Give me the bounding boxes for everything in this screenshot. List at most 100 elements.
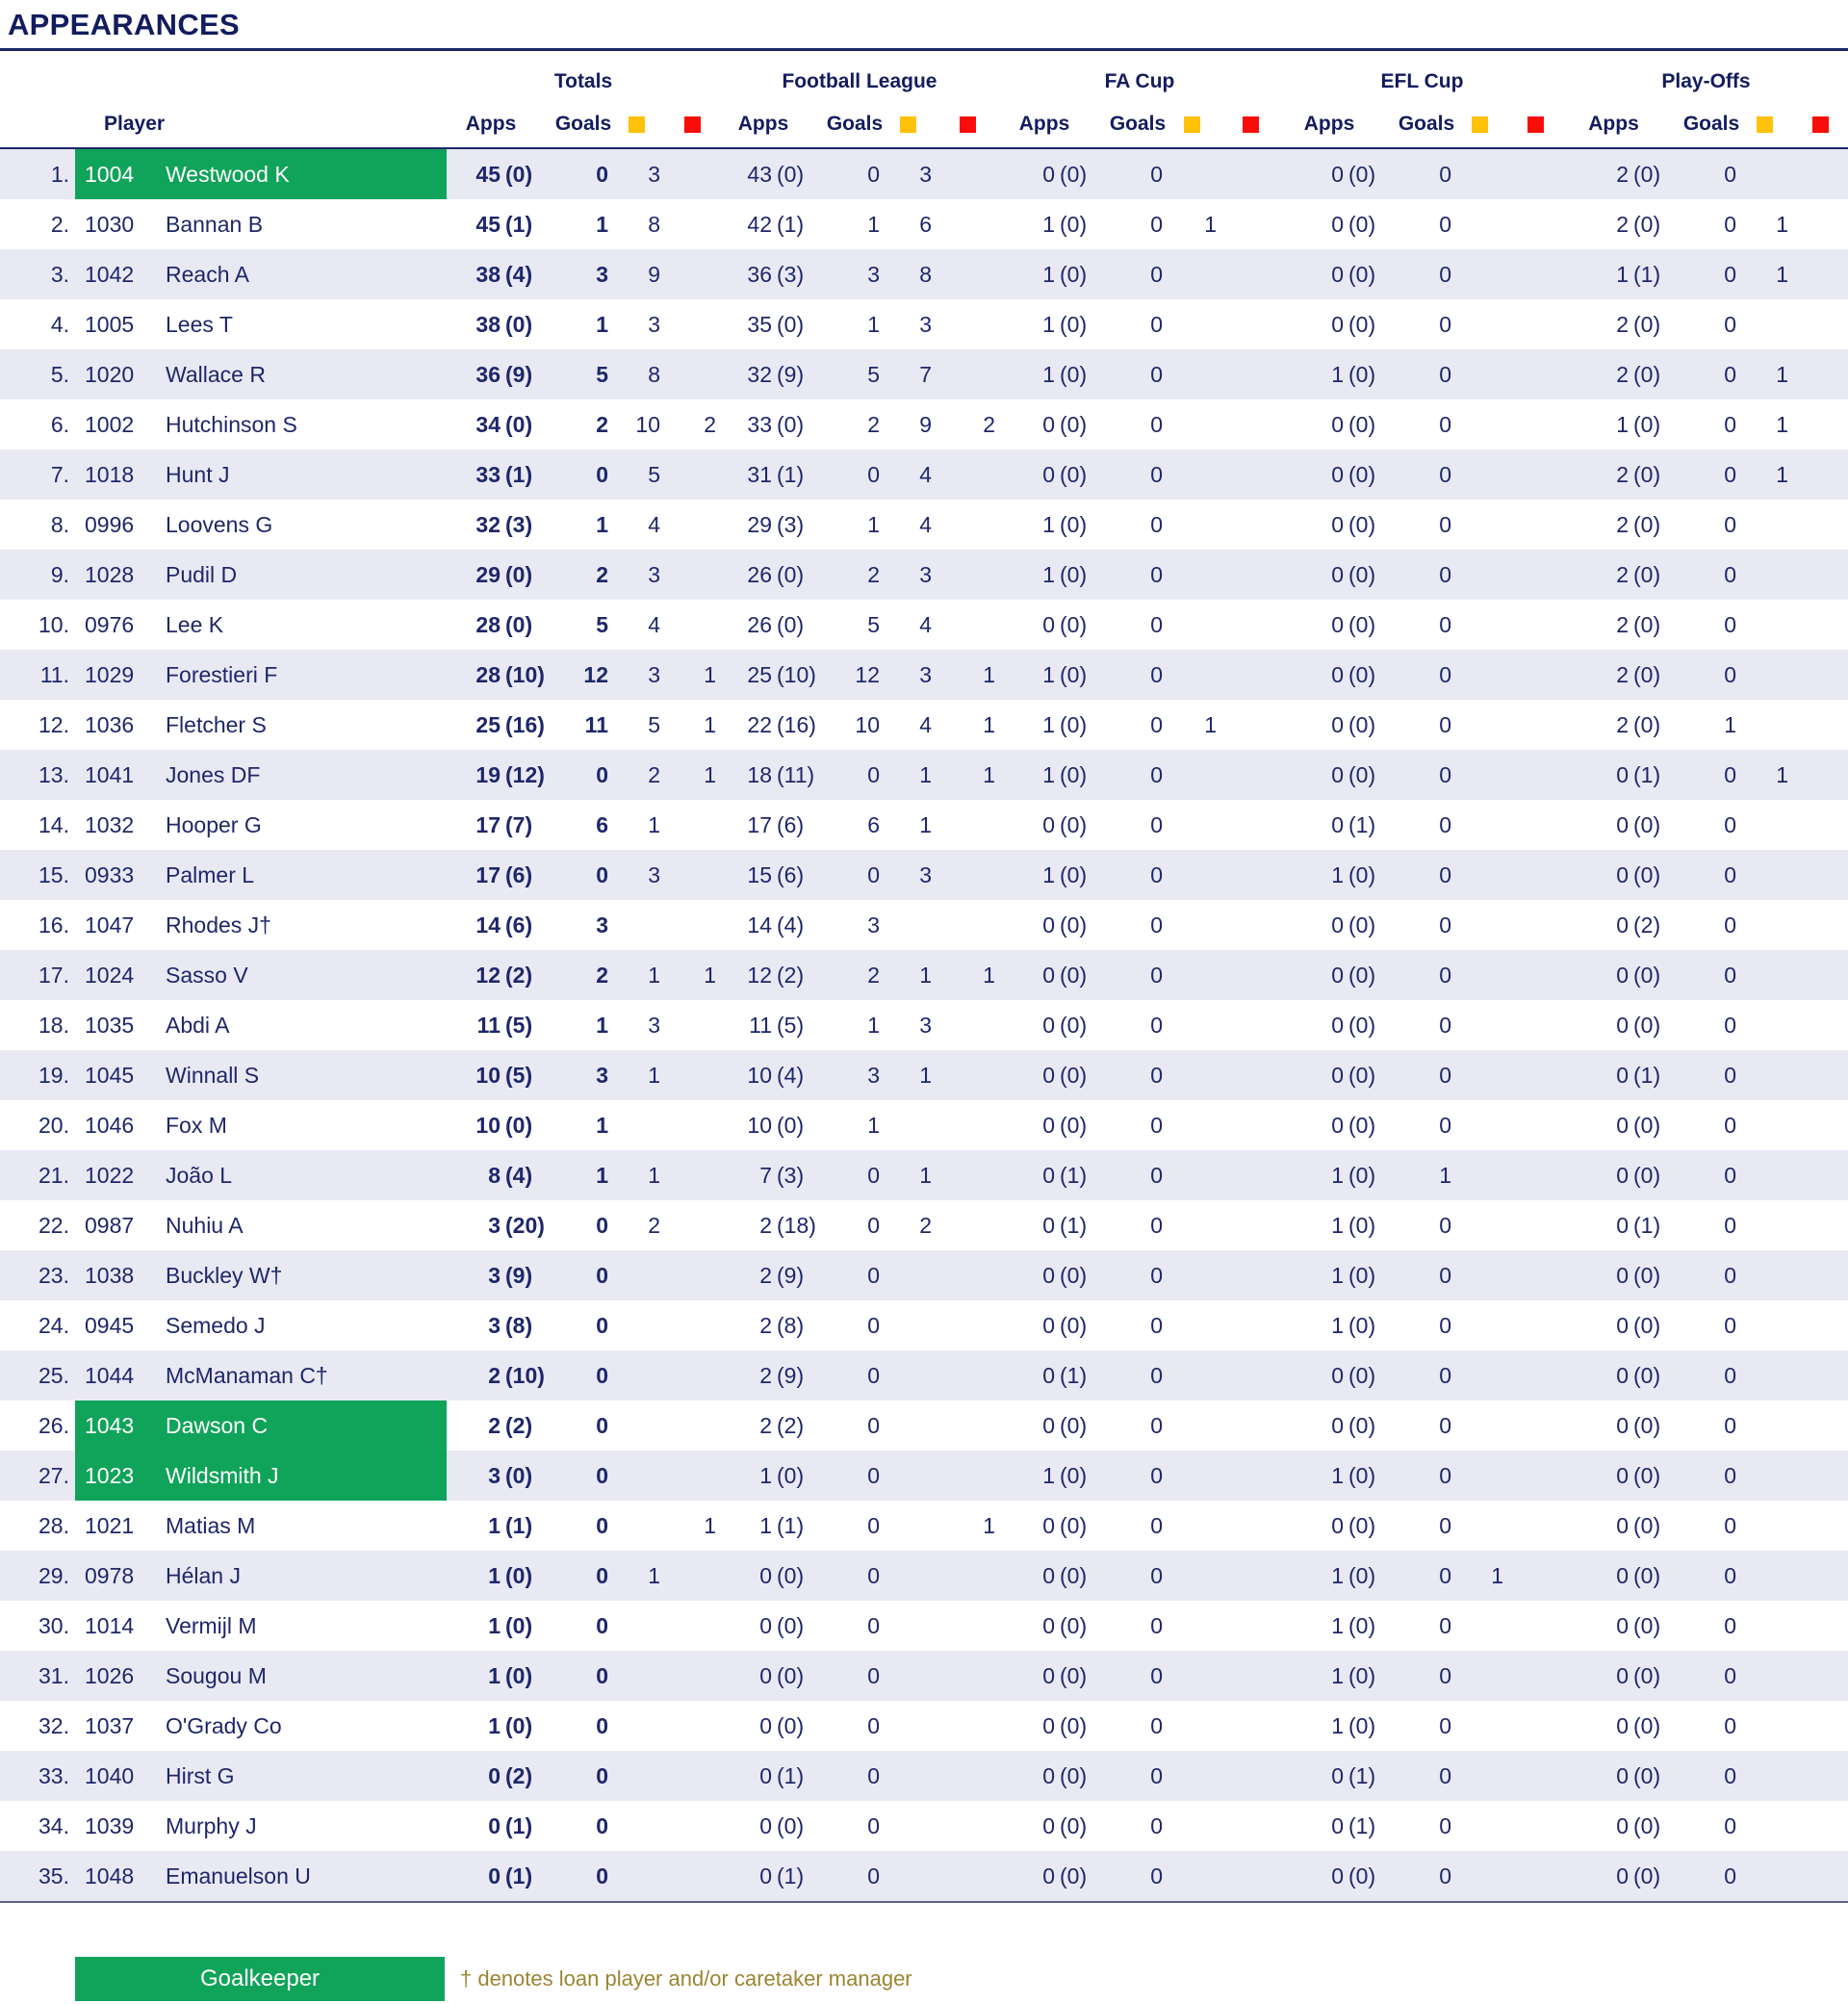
fa-apps: 0 <box>1042 461 1055 487</box>
po-goals: 0 <box>1724 261 1736 287</box>
player-id: 1046 <box>85 1112 135 1138</box>
player-id: 1020 <box>85 361 135 387</box>
fa-goals: 0 <box>1150 1762 1163 1788</box>
player-rank: 14. <box>38 811 69 837</box>
table-row: 16. 1047 Rhodes J† 14 (6) 3 14 (4) 3 0 (0) 0 0 (0) 0 0(… <box>0 900 1848 950</box>
fa-apps-sub: (0) <box>1060 761 1088 787</box>
table-row: 18. 1035 Abdi A 11 (5) 1 3 11 (5) 1 3 0 (0) 0 0 (0) 0 0 (0… <box>0 1000 1848 1050</box>
player-id: 0945 <box>85 1312 135 1338</box>
fa-apps: 1 <box>1042 211 1055 237</box>
player-rank: 29. <box>38 1562 69 1588</box>
po-apps: 0 <box>1616 1412 1629 1438</box>
fl-apps-sub: (0) <box>777 1562 805 1588</box>
player-name: Loovens G <box>166 511 273 537</box>
fa-apps: 1 <box>1042 261 1055 287</box>
player-name: Forestieri F <box>166 661 278 687</box>
fl-apps: 2 <box>759 1212 772 1238</box>
apps-column-label-fa-cup: Apps <box>1018 113 1070 135</box>
fa-apps-sub: (0) <box>1060 411 1088 437</box>
fl-apps: 2 <box>759 1412 772 1438</box>
player-name: Hirst G <box>166 1762 235 1788</box>
t-apps: 10 <box>475 1062 500 1088</box>
player-name-cell: 1004 Westwood K <box>73 149 447 199</box>
t-yellow-cards: 1 <box>648 1562 660 1588</box>
fl-apps: 31 <box>747 461 772 487</box>
efl-apps: 1 <box>1331 1212 1344 1238</box>
player-name-cell: 1005 Lees T <box>73 299 447 349</box>
efl-goals: 0 <box>1439 962 1451 988</box>
fl-apps-sub: (6) <box>777 861 805 887</box>
po-apps-sub: (0) <box>1633 1362 1661 1388</box>
fl-apps: 22 <box>747 711 772 737</box>
player-name: Jones DF <box>166 761 261 787</box>
table-row: 27. 1023 Wildsmith J 3 (0) 0 1 (0) 0 1 (0) 0 1 (0) 0 0(… <box>0 1451 1848 1501</box>
fl-goals: 5 <box>867 611 880 637</box>
efl-goals: 0 <box>1439 1012 1451 1038</box>
t-apps: 19 <box>475 761 500 787</box>
fa-apps-sub: (0) <box>1060 1312 1088 1338</box>
t-goals: 6 <box>596 811 608 837</box>
fa-apps-sub: (0) <box>1060 1462 1088 1488</box>
po-yellow-cards: 1 <box>1776 411 1788 437</box>
fa-apps-sub: (0) <box>1060 861 1088 887</box>
efl-apps: 0 <box>1331 1062 1344 1088</box>
goalkeeper-highlight: 1043 Dawson C <box>75 1400 447 1451</box>
po-apps-sub: (0) <box>1633 1162 1661 1188</box>
player-rank: 23. <box>38 1262 69 1288</box>
t-goals: 5 <box>596 611 608 637</box>
player-rank: 10. <box>38 611 69 637</box>
player-id: 1029 <box>85 661 135 687</box>
fl-red-cards: 1 <box>983 962 995 988</box>
po-apps: 2 <box>1616 361 1629 387</box>
fl-apps: 7 <box>759 1162 772 1188</box>
player-name: João L <box>166 1162 233 1188</box>
player-name: Lees T <box>166 311 233 337</box>
po-apps-sub: (0) <box>1633 711 1661 737</box>
fl-yellow-cards: 6 <box>919 211 932 237</box>
t-apps: 1 <box>488 1662 500 1688</box>
player-name-cell: 0976 Lee K <box>73 600 447 650</box>
fa-goals: 0 <box>1150 1312 1163 1338</box>
fa-apps-sub: (0) <box>1060 1262 1088 1288</box>
player-name-box: 1032 Hooper G <box>75 800 447 850</box>
fl-goals: 1 <box>867 1012 880 1038</box>
t-goals: 0 <box>596 1812 608 1838</box>
t-apps: 29 <box>475 561 500 587</box>
po-apps: 0 <box>1616 1062 1629 1088</box>
player-name-cell: 1045 Winnall S <box>73 1050 447 1100</box>
efl-apps: 0 <box>1331 261 1344 287</box>
efl-goals: 0 <box>1439 1712 1451 1738</box>
fa-apps: 1 <box>1042 661 1055 687</box>
t-yellow-cards: 8 <box>648 211 660 237</box>
fl-apps: 36 <box>747 261 772 287</box>
player-name-cell: 1023 Wildsmith J <box>73 1451 447 1501</box>
player-name-cell: 1038 Buckley W† <box>73 1250 447 1300</box>
efl-apps: 1 <box>1331 1612 1344 1638</box>
red-card-header-play-offs <box>1792 116 1848 133</box>
fa-apps-sub: (1) <box>1060 1362 1088 1388</box>
player-name-box: 1026 Sougou M <box>75 1651 447 1701</box>
table-row: 8. 0996 Loovens G 32 (3) 1 4 29 (3) 1 4 1 (0) 0 0 (0) 0 2… <box>0 500 1848 550</box>
efl-apps-sub: (1) <box>1348 811 1376 837</box>
efl-yellow-cards: 1 <box>1491 1562 1503 1588</box>
po-apps-sub: (0) <box>1633 161 1661 187</box>
fl-apps: 15 <box>747 861 772 887</box>
player-name: Wildsmith J <box>166 1462 279 1488</box>
fa-goals: 0 <box>1150 511 1163 537</box>
player-name: Reach A <box>166 261 249 287</box>
table-row: 23. 1038 Buckley W† 3 (9) 0 2 (9) 0 0 (0) 0 1 (0) 0 0 (0… <box>0 1250 1848 1300</box>
player-name: O'Grady Co <box>166 1712 282 1738</box>
fa-apps: 0 <box>1042 611 1055 637</box>
fl-apps: 26 <box>747 611 772 637</box>
fl-apps: 25 <box>747 661 772 687</box>
t-goals: 1 <box>596 211 608 237</box>
table-row: 29. 0978 Hélan J 1 (0) 0 1 0 (0) 0 0 (0) 0 1 (0) 0 1 0 (0)… <box>0 1551 1848 1601</box>
yellow-card-header-play-offs <box>1736 116 1792 133</box>
po-apps: 0 <box>1616 1462 1629 1488</box>
table-row: 21. 1022 João L 8 (4) 1 1 7 (3) 0 1 0 (1) 0 1 (0) 1 0 (0) 0 <box>0 1150 1848 1200</box>
t-goals: 0 <box>596 161 608 187</box>
efl-apps-sub: (0) <box>1348 161 1376 187</box>
t-apps-sub: (8) <box>505 1312 533 1338</box>
t-yellow-cards: 2 <box>648 761 660 787</box>
fa-yellow-cards: 1 <box>1204 211 1217 237</box>
